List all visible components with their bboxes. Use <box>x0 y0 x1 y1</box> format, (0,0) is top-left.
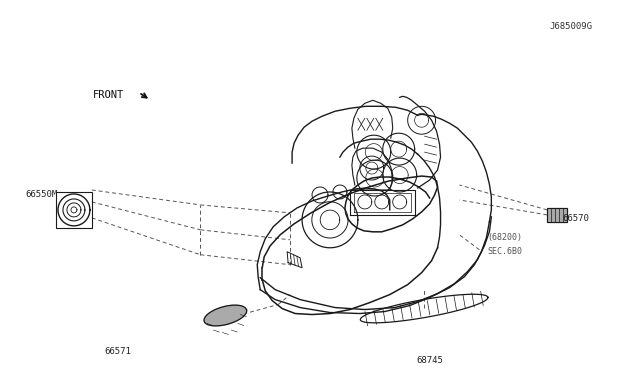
Text: 66570: 66570 <box>562 214 589 223</box>
Text: SEC.6B0: SEC.6B0 <box>488 247 522 256</box>
Text: 66550M: 66550M <box>25 190 58 199</box>
Polygon shape <box>547 208 567 222</box>
Polygon shape <box>204 305 246 326</box>
Bar <box>56 192 92 228</box>
Text: J685009G: J685009G <box>549 22 592 31</box>
Bar <box>547 208 567 222</box>
Text: 66571: 66571 <box>105 347 132 356</box>
Text: FRONT: FRONT <box>93 90 124 100</box>
Text: 68745: 68745 <box>417 356 444 365</box>
Text: (68200): (68200) <box>488 233 522 242</box>
